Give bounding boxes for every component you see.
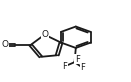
Text: O: O (41, 30, 48, 39)
Text: F: F (75, 55, 80, 64)
Text: F: F (63, 62, 67, 71)
Text: F: F (80, 63, 85, 72)
Text: O: O (2, 40, 9, 49)
